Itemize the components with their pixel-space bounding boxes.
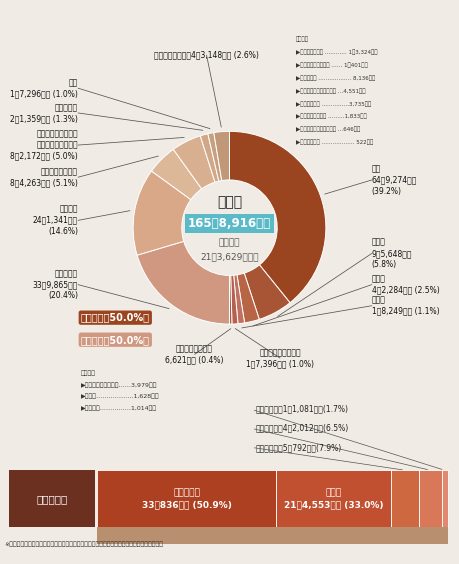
- Text: ▶地方特例交付金 ………… 1億3,324万円: ▶地方特例交付金 ………… 1億3,324万円: [296, 50, 377, 55]
- Wedge shape: [174, 136, 215, 189]
- Text: ▶寄附金………………1,628万円: ▶寄附金………………1,628万円: [81, 394, 159, 399]
- Text: 都支出金
24億1,341万円
(14.6%): 都支出金 24億1,341万円 (14.6%): [33, 205, 78, 236]
- Text: 依存財源（50.0%）: 依存財源（50.0%）: [81, 334, 150, 345]
- Text: 【内訳】: 【内訳】: [81, 370, 96, 376]
- Bar: [419, 470, 442, 527]
- Text: ▶環境性能割交付金 ………1,833万円: ▶環境性能割交付金 ………1,833万円: [296, 114, 366, 120]
- Bar: [97, 527, 448, 544]
- Text: 固定資産税
33億836万円 (50.9%): 固定資産税 33億836万円 (50.9%): [141, 489, 231, 509]
- Wedge shape: [214, 131, 230, 180]
- Text: 町民税
21億4,553万円 (33.0%): 町民税 21億4,553万円 (33.0%): [284, 489, 383, 509]
- Text: ▶配当割交付金 ……………3,735万円: ▶配当割交付金 ……………3,735万円: [296, 101, 371, 107]
- Text: 歳　入: 歳 入: [217, 195, 242, 209]
- Text: 地方消費税交付金
8億4,263万円 (5.1%): 地方消費税交付金 8億4,263万円 (5.1%): [10, 167, 78, 187]
- Text: 使用料および手数料
1億7,396万円 (1.0%): 使用料および手数料 1億7,396万円 (1.0%): [246, 348, 314, 368]
- Text: 21億3,629万円減: 21億3,629万円減: [200, 253, 259, 262]
- Bar: [442, 470, 448, 527]
- Wedge shape: [231, 275, 238, 324]
- Wedge shape: [244, 265, 290, 319]
- Text: ▶財産収入……………1,014万円: ▶財産収入……………1,014万円: [81, 406, 157, 411]
- Wedge shape: [234, 275, 245, 324]
- Text: ▶分担金および負担金……3,979万円: ▶分担金および負担金……3,979万円: [81, 382, 157, 387]
- Text: 軽自動車税　1億1,081万円(1.7%): 軽自動車税 1億1,081万円(1.7%): [256, 405, 349, 414]
- Text: 町税
64億9,274万円
(39.2%): 町税 64億9,274万円 (39.2%): [372, 164, 417, 196]
- Text: 国庫支出金
33億9,865万円
(20.4%): 国庫支出金 33億9,865万円 (20.4%): [33, 269, 78, 300]
- Wedge shape: [230, 131, 326, 303]
- Bar: [97, 470, 275, 527]
- Wedge shape: [230, 275, 232, 324]
- Text: ▶交通安全対策特別交付金 …646万円: ▶交通安全対策特別交付金 …646万円: [296, 127, 360, 133]
- Text: 165億8,916万円: 165億8,916万円: [188, 217, 271, 230]
- Text: 都市計画税　5億792万円(7.9%): 都市計画税 5億792万円(7.9%): [256, 443, 342, 452]
- Wedge shape: [137, 241, 230, 324]
- Wedge shape: [151, 149, 202, 200]
- Text: 繰越金
4億2,284万円 (2.5%): 繰越金 4億2,284万円 (2.5%): [372, 275, 440, 294]
- Text: ▶地方譲与税 ……………… 8,136万円: ▶地方譲与税 ……………… 8,136万円: [296, 76, 375, 81]
- Text: 国有提供施設等所在
市町村助成交付金等
8億2,172万円 (5.0%): 国有提供施設等所在 市町村助成交付金等 8億2,172万円 (5.0%): [10, 130, 78, 161]
- Text: 町債
1億7,296万円 (1.0%): 町債 1億7,296万円 (1.0%): [10, 78, 78, 98]
- Text: 町税の内訳: 町税の内訳: [37, 494, 68, 504]
- Text: 【内訳】: 【内訳】: [296, 37, 308, 42]
- Text: ▶利子割交付金 ……………… 522万円: ▶利子割交付金 ……………… 522万円: [296, 139, 373, 145]
- Text: 町たばこ税　4億2,012万円(6.5%): 町たばこ税 4億2,012万円(6.5%): [256, 424, 349, 433]
- Text: ※都市計画税は、都市計画道路整備事業、下水道整備事業、土地区画整理事業に使いました。: ※都市計画税は、都市計画道路整備事業、下水道整備事業、土地区画整理事業に使いまし…: [5, 541, 163, 547]
- Wedge shape: [200, 134, 219, 182]
- Text: 自主財源（50.0%）: 自主財源（50.0%）: [81, 312, 150, 323]
- Text: 前年比較: 前年比較: [219, 239, 240, 248]
- Wedge shape: [237, 273, 259, 323]
- Text: その他の依存財源4億3,148万円 (2.6%): その他の依存財源4億3,148万円 (2.6%): [154, 51, 259, 60]
- Wedge shape: [208, 133, 222, 181]
- Text: 諸収入
1億8,249万円 (1.1%): 諸収入 1億8,249万円 (1.1%): [372, 296, 439, 316]
- Text: 繰入金
9億5,648万円
(5.8%): 繰入金 9億5,648万円 (5.8%): [372, 238, 412, 269]
- Text: 地方交付税
2億1,359万円 (1.3%): 地方交付税 2億1,359万円 (1.3%): [10, 103, 78, 123]
- Text: その他の自主財源
6,621万円 (0.4%): その他の自主財源 6,621万円 (0.4%): [165, 345, 224, 364]
- Wedge shape: [133, 171, 191, 255]
- Text: ▶株式等譲渡所得割交付金 …4,551万円: ▶株式等譲渡所得割交付金 …4,551万円: [296, 88, 365, 94]
- Bar: [275, 470, 391, 527]
- Bar: [9, 470, 95, 527]
- Text: ▶法人　事業税交付金 …… 1億401万円: ▶法人 事業税交付金 …… 1億401万円: [296, 63, 367, 68]
- Bar: [391, 470, 419, 527]
